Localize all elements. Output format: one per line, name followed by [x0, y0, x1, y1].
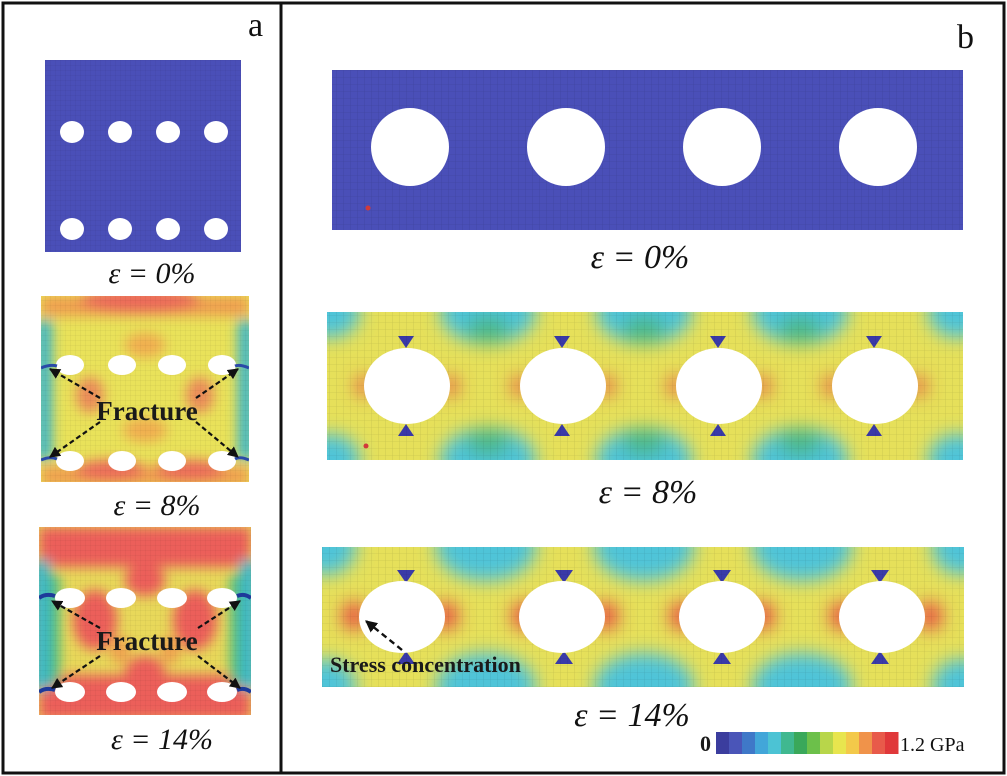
colorbar-swatch [820, 732, 834, 754]
colorbar-swatch [794, 732, 808, 754]
panel-b-letter: b [957, 19, 974, 56]
panel-a-strain-label-8: ε = 8% [113, 489, 200, 522]
colorbar-swatch [833, 732, 847, 754]
colorbar-swatch [716, 732, 730, 754]
colorbar-swatch [807, 732, 821, 754]
panel-b-strain-label-14: ε = 14% [574, 697, 690, 734]
panel-b-strain-label-0: ε = 0% [591, 239, 690, 276]
colorbar-swatch [846, 732, 860, 754]
panel-a-fracture-label-14: Fracture [96, 626, 197, 656]
panel-a-strain-label-0: ε = 0% [108, 257, 195, 290]
colorbar [716, 732, 899, 754]
panel-b-specimen-0 [332, 70, 963, 230]
panel-a-fracture-arrows-14 [51, 600, 241, 689]
stress-concentration-label: Stress concentration [330, 652, 521, 677]
panel-b-specimen-8 [327, 312, 963, 460]
stress-concentration-arrow [365, 620, 403, 651]
panel-a-specimen-8 [41, 296, 249, 482]
panel-a-specimen-0 [45, 60, 241, 252]
panel-a-fracture-label-8: Fracture [96, 396, 197, 426]
panel-a-letter: a [248, 7, 263, 44]
colorbar-swatch [729, 732, 743, 754]
panel-a-specimen-14 [39, 527, 251, 715]
colorbar-max-label: 1.2 GPa [900, 734, 965, 756]
colorbar-swatch [768, 732, 782, 754]
colorbar-swatch [781, 732, 795, 754]
colorbar-swatch [872, 732, 886, 754]
colorbar-swatch [755, 732, 769, 754]
panel-b-specimen-14 [322, 547, 964, 687]
colorbar-swatch [885, 732, 899, 754]
colorbar-swatch [859, 732, 873, 754]
colorbar-swatch [742, 732, 756, 754]
panel-a-fracture-arrows-8 [49, 368, 239, 458]
panel-b-strain-label-8: ε = 8% [599, 474, 698, 511]
panel-a-strain-label-14: ε = 14% [111, 723, 213, 756]
colorbar-min-label: 0 [700, 731, 711, 756]
